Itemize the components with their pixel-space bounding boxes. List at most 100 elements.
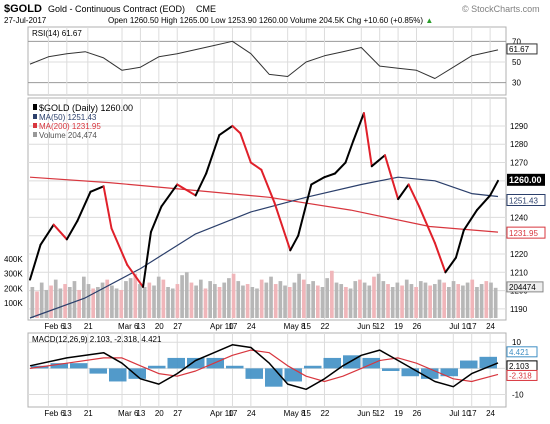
ma200-price-label: 1231.95: [509, 229, 538, 238]
macd-x-tick-label: 13: [63, 409, 72, 418]
volume-bar: [465, 282, 470, 318]
volume-bar: [353, 281, 358, 318]
price-segment: [76, 190, 92, 223]
volume-bar: [273, 284, 278, 318]
macd-histogram-bar: [323, 357, 341, 369]
volume-bar: [156, 276, 161, 318]
macd-histogram-bar: [148, 365, 166, 369]
lines-layer: [29, 40, 499, 391]
volume-bar: [30, 287, 35, 318]
volume-bar: [301, 279, 306, 318]
volume-bar: [184, 272, 189, 318]
volume-bar: [428, 285, 432, 318]
price-segment: [29, 243, 42, 281]
macd-histogram-bar: [128, 368, 146, 379]
legend-ma50-swatch: [33, 114, 37, 119]
ma50-line: [29, 176, 499, 319]
volume-bar: [53, 279, 58, 318]
volume-bar: [358, 279, 362, 318]
volume-bar: [339, 284, 344, 318]
price-segment: [489, 179, 499, 197]
volume-bar: [213, 284, 217, 318]
macd-x-tick-label: 15: [302, 409, 311, 418]
volume-bar: [245, 284, 250, 318]
volume-bar: [484, 281, 489, 318]
macd-last-tag: [506, 346, 538, 358]
price-segment: [444, 256, 457, 274]
price-segment: [362, 112, 373, 168]
volume-bar: [166, 287, 170, 318]
price-tick-label: 1270: [510, 159, 528, 168]
macd-x-tick-label: 19: [394, 409, 403, 418]
price-segment: [102, 185, 113, 230]
macd-x-tick-label: 20: [155, 409, 164, 418]
volume-bar: [432, 284, 437, 318]
price-x-tick-label: 13: [136, 322, 145, 331]
price-x-tick-label: 20: [155, 322, 164, 331]
macd-histogram-bar: [460, 360, 478, 369]
volume-bar: [255, 288, 259, 318]
price-segment: [176, 183, 197, 197]
price-tick-label: 1190: [510, 305, 528, 314]
volume-bar: [142, 287, 147, 318]
macd-x-tick-label: Apr 10: [210, 409, 234, 418]
macd-x-tick-label: 24: [486, 409, 495, 418]
rsi-tick-label: 70: [512, 37, 521, 46]
macd-histogram-bar: [304, 365, 322, 369]
macd-x-tick-label: 22: [320, 409, 329, 418]
volume-bar: [362, 282, 367, 318]
rsi-tick-label: 30: [512, 79, 521, 88]
macd-histogram-bar: [70, 363, 88, 369]
price-x-tick-label: 17: [228, 322, 237, 331]
volume-bar: [194, 285, 198, 318]
macd-signal-line: [29, 349, 499, 383]
price-segment: [110, 227, 129, 266]
rsi-title: RSI(14) 61.67: [32, 29, 82, 38]
volume-bar: [447, 287, 451, 318]
volume-bar: [470, 279, 475, 318]
chg-value: +10.60 (+0.85%): [363, 16, 423, 25]
volume-bar: [227, 278, 231, 318]
price-tick-label: 1280: [510, 140, 528, 149]
volume-bar: [35, 291, 39, 318]
volume-bar: [110, 285, 114, 318]
volume-bar: [81, 276, 86, 318]
volume-bar: [381, 281, 386, 318]
price-segment: [310, 176, 326, 186]
rsi-last-label: 61.67: [509, 45, 530, 54]
chart-date: 27-Jul-2017: [4, 16, 47, 25]
rsi-last-tag: [506, 43, 538, 55]
volume-bar: [217, 287, 222, 318]
macd-histogram-bar: [479, 356, 497, 369]
volume-bar: [208, 281, 213, 318]
price-segment: [397, 183, 410, 201]
price-segment: [433, 242, 447, 274]
macd-histogram-bar: [89, 368, 107, 374]
volume-bar: [311, 281, 315, 318]
price-x-tick-label: Feb 6: [44, 322, 65, 331]
volume-tick-label: 400K: [4, 255, 23, 264]
high-label: High: [161, 16, 177, 25]
volume-bar: [390, 287, 395, 318]
price-segment: [289, 234, 300, 252]
price-x-tick-label: 15: [302, 322, 311, 331]
volume-tick-label: 200K: [4, 284, 23, 293]
macd-x-tick-label: Feb 6: [44, 409, 65, 418]
volume-bar: [72, 281, 77, 318]
volume-bar: [306, 284, 311, 318]
volume-bar: [400, 285, 404, 318]
volume-bar: [376, 273, 381, 318]
volume-bar: [147, 282, 152, 318]
macd-x-tick-label: Mar 6: [118, 409, 139, 418]
price-x-tick-label: 22: [320, 322, 329, 331]
price-segment: [142, 231, 152, 288]
volume-bar: [278, 281, 283, 318]
volume-bar: [175, 284, 180, 318]
volume-bar: [105, 279, 110, 318]
volume-bar: [367, 285, 372, 318]
volume-bar: [161, 279, 166, 318]
price-tick-label: 1240: [510, 213, 528, 222]
volume-bar: [124, 281, 128, 318]
price-x-tick-label: 27: [173, 322, 182, 331]
volume-bar: [287, 287, 292, 318]
